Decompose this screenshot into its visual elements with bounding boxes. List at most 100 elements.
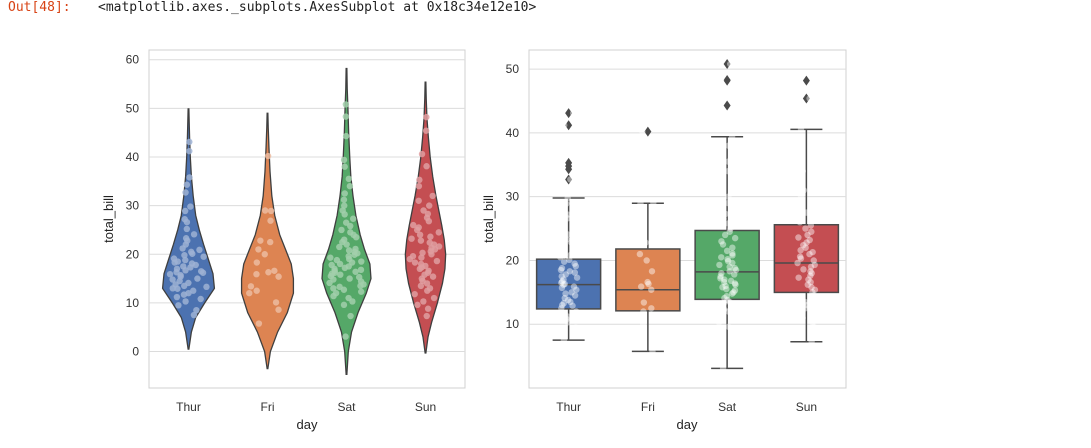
strip-point bbox=[637, 200, 644, 207]
swarm-point bbox=[420, 207, 427, 214]
cell-output-text: <matplotlib.axes._subplots.AxesSubplot a… bbox=[98, 0, 537, 15]
swarm-point bbox=[200, 253, 207, 260]
swarm-point bbox=[173, 265, 181, 273]
swarm-point bbox=[352, 268, 359, 275]
strip-point bbox=[794, 259, 801, 267]
swarm-point bbox=[342, 132, 350, 140]
swarm-point bbox=[417, 237, 425, 244]
swarm-point bbox=[261, 251, 268, 258]
swarm-point bbox=[411, 290, 418, 298]
strip-point bbox=[725, 142, 732, 149]
strip-point bbox=[732, 303, 739, 311]
swarm-point bbox=[420, 298, 427, 305]
strip-point bbox=[564, 215, 571, 222]
strip-point bbox=[573, 286, 580, 293]
right-y-label: total_bill bbox=[481, 195, 496, 243]
strip-point bbox=[809, 289, 816, 296]
strip-point bbox=[799, 167, 806, 175]
strip-point bbox=[728, 185, 735, 193]
box-sat bbox=[694, 59, 760, 370]
strip-point bbox=[564, 319, 572, 326]
strip-point bbox=[809, 319, 816, 326]
swarm-point bbox=[173, 293, 181, 301]
strip-point bbox=[637, 283, 645, 290]
strip-point bbox=[719, 241, 727, 248]
strip-point bbox=[807, 278, 814, 286]
swarm-point bbox=[337, 271, 344, 278]
strip-point bbox=[573, 274, 581, 281]
strip-point bbox=[808, 180, 815, 188]
strip-point bbox=[650, 213, 657, 220]
swarm-point bbox=[188, 248, 195, 256]
swarm-point bbox=[409, 253, 417, 260]
strip-point bbox=[809, 248, 816, 256]
strip-point bbox=[727, 277, 735, 285]
right-y-tick-label: 40 bbox=[506, 126, 520, 140]
strip-point bbox=[732, 314, 740, 322]
swarm-point bbox=[194, 275, 201, 282]
swarm-point bbox=[339, 207, 346, 214]
strip-point bbox=[723, 292, 730, 300]
swarm-point bbox=[181, 207, 189, 215]
swarm-point bbox=[340, 196, 348, 203]
strip-point bbox=[560, 276, 567, 283]
box-body bbox=[615, 248, 681, 312]
swarm-point bbox=[417, 260, 425, 268]
strip-point bbox=[560, 299, 568, 307]
swarm-point bbox=[186, 147, 193, 155]
swarm-point bbox=[426, 202, 433, 209]
strip-point bbox=[811, 261, 818, 269]
swarm-point bbox=[341, 236, 348, 243]
swarm-point bbox=[196, 246, 203, 254]
strip-point bbox=[645, 280, 652, 288]
swarm-point bbox=[342, 219, 350, 226]
strip-point bbox=[650, 199, 657, 207]
strip-point bbox=[804, 281, 811, 288]
strip-point bbox=[796, 253, 804, 260]
strip-point bbox=[720, 306, 728, 313]
strip-point bbox=[802, 225, 809, 232]
strip-point bbox=[557, 266, 565, 274]
strip-point bbox=[563, 315, 570, 323]
right-x-label: day bbox=[677, 417, 698, 432]
swarm-point bbox=[267, 217, 274, 224]
strip-point bbox=[795, 234, 802, 241]
swarm-point bbox=[253, 270, 260, 278]
strip-point bbox=[806, 95, 813, 102]
swarm-point bbox=[422, 127, 430, 134]
swarm-point bbox=[255, 320, 263, 327]
swarm-point bbox=[418, 150, 426, 158]
swarm-point bbox=[341, 190, 348, 197]
strip-point bbox=[717, 76, 725, 84]
strip-point bbox=[718, 270, 725, 277]
strip-point bbox=[563, 236, 570, 243]
strip-point bbox=[730, 177, 737, 184]
strip-point bbox=[564, 313, 572, 320]
strip-point bbox=[567, 176, 574, 183]
swarm-point bbox=[187, 203, 194, 210]
strip-point bbox=[802, 244, 809, 251]
strip-point bbox=[810, 199, 817, 207]
strip-point bbox=[558, 278, 566, 285]
strip-point bbox=[562, 271, 569, 278]
swarm-point bbox=[424, 305, 432, 312]
strip-point bbox=[561, 294, 568, 302]
swarm-point bbox=[257, 237, 264, 244]
swarm-point bbox=[423, 113, 430, 121]
strip-point bbox=[794, 295, 801, 302]
right-y-tick-label: 20 bbox=[506, 253, 520, 267]
strip-point bbox=[566, 268, 573, 275]
strip-point bbox=[569, 302, 576, 309]
strip-point bbox=[803, 301, 811, 309]
right-y-tick-label: 50 bbox=[506, 62, 520, 76]
swarm-point bbox=[330, 285, 337, 292]
swarm-point bbox=[435, 243, 443, 250]
right-y-ticks: 10 20 30 40 50 bbox=[506, 62, 520, 331]
strip-point bbox=[726, 228, 733, 235]
swarm-point bbox=[327, 254, 334, 261]
strip-point bbox=[640, 299, 648, 306]
strip-point bbox=[718, 254, 725, 261]
strip-point bbox=[571, 269, 579, 276]
swarm-point bbox=[275, 306, 282, 313]
